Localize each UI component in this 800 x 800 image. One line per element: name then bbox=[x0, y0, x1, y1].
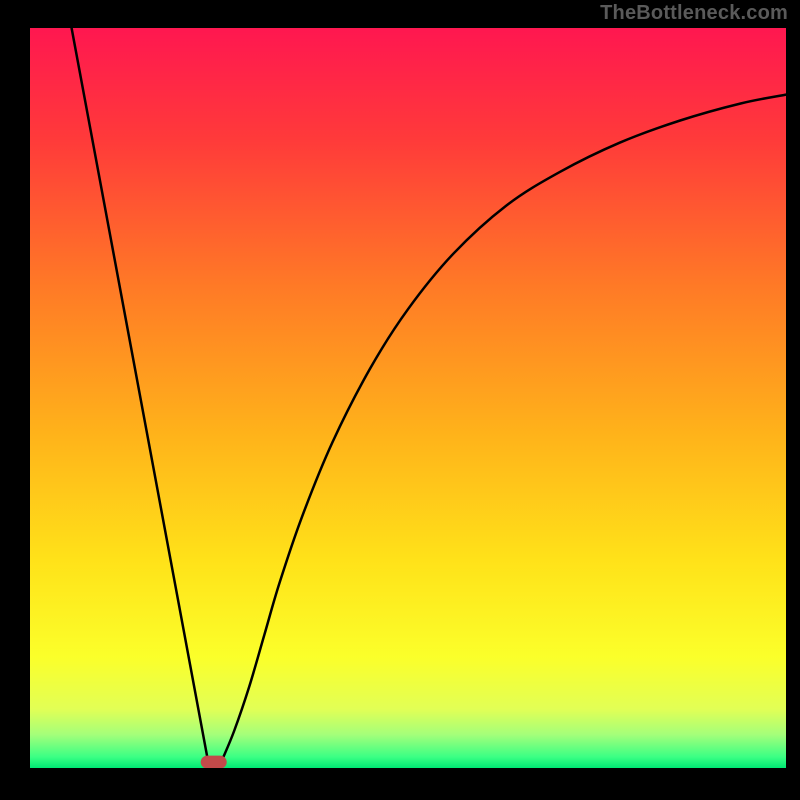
chart-background-gradient bbox=[30, 28, 786, 768]
figure-container: TheBottleneck.com bbox=[0, 0, 800, 800]
watermark-text: TheBottleneck.com bbox=[600, 2, 788, 25]
bottleneck-chart bbox=[0, 0, 800, 800]
optimum-marker bbox=[201, 756, 227, 769]
